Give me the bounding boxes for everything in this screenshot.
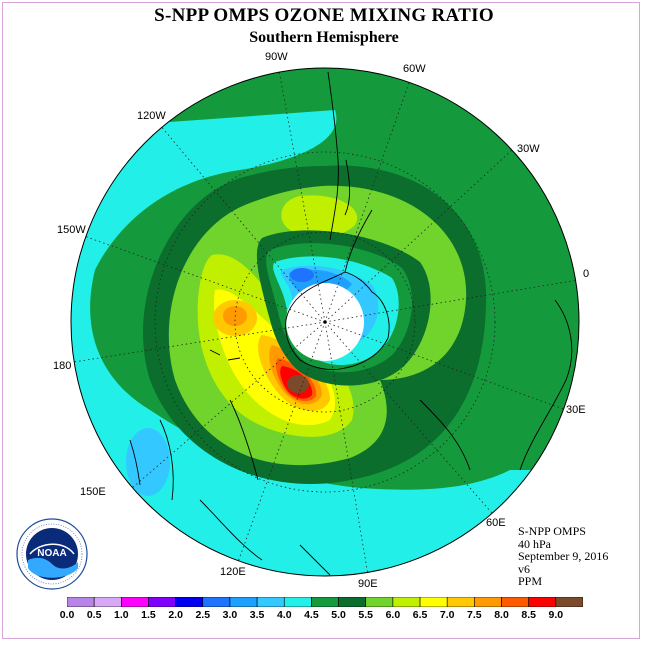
noaa-logo-text: NOAA (37, 548, 66, 559)
lon-label-30w: 30W (517, 143, 540, 155)
colorbar-swatch (148, 597, 176, 607)
colorbar-tick-label: 4.0 (276, 609, 292, 621)
lon-label-90w: 90W (265, 51, 288, 63)
colorbar-tick-label: 1.5 (141, 609, 156, 621)
coastlines (129, 71, 573, 576)
colorbar-swatch (229, 597, 258, 607)
colorbar-tick-label: 0.5 (86, 609, 102, 621)
colorbar-tick-label: 7.0 (439, 609, 455, 621)
colorbar-swatch (392, 597, 421, 607)
colorbar-swatch (202, 597, 231, 607)
colorbar-swatch (175, 597, 204, 607)
info-block: S-NPP OMPS 40 hPa September 9, 2016 v6 P… (518, 525, 608, 588)
info-units: PPM (518, 574, 543, 588)
colorbar-swatch (338, 597, 367, 607)
colorbar (67, 597, 583, 607)
colorbar-swatch (67, 597, 95, 607)
colorbar-tick-label: 9.0 (548, 609, 564, 621)
colorbar-swatch (555, 597, 583, 607)
colorbar-tick-label: 5.5 (358, 609, 374, 621)
colorbar-tick-label: 4.5 (304, 609, 319, 621)
vortex-2-5 (290, 268, 314, 282)
lon-label-120w: 120W (137, 110, 166, 122)
colorbar-tick-label: 8.5 (521, 609, 536, 621)
figure-border (2, 2, 640, 639)
colorbar-swatch (528, 597, 557, 607)
graticule (73, 69, 579, 576)
colorbar-tick-label: 6.5 (412, 609, 428, 621)
colorbar-swatch (256, 597, 285, 607)
colorbar-swatch (446, 597, 475, 607)
lon-label-150w: 150W (57, 224, 86, 236)
map-outline (70, 67, 580, 577)
lon-label-150e: 150E (80, 486, 106, 498)
colorbar-tick-label: 2.5 (195, 609, 211, 621)
lon-label-60e: 60E (486, 517, 506, 529)
colorbar-tick-label: 3.0 (222, 609, 238, 621)
noaa-logo: NOAA (16, 518, 88, 590)
figure-title: S-NPP OMPS OZONE MIXING RATIO (154, 5, 494, 26)
colorbar-tick-label: 3.5 (249, 609, 265, 621)
lon-label-30e: 30E (566, 404, 586, 416)
colorbar-tick-label: 0.0 (59, 609, 75, 621)
colorbar-swatch (365, 597, 394, 607)
field-6-0b (281, 195, 358, 237)
field-3-5 (126, 428, 170, 496)
colorbar-swatch (474, 597, 502, 607)
south-pole-dot (323, 320, 327, 324)
field-9-0 (287, 375, 309, 393)
lon-label-60w: 60W (403, 63, 426, 75)
info-instrument: S-NPP OMPS (518, 524, 586, 538)
info-date: September 9, 2016 (518, 549, 609, 563)
figure-subtitle: Southern Hemisphere (249, 29, 399, 46)
colorbar-swatch (283, 597, 312, 607)
lon-label-90e: 90E (358, 578, 378, 590)
colorbar-tick-label: 7.5 (467, 609, 482, 621)
colorbar-swatch (419, 597, 448, 607)
lon-label-0: 0 (583, 268, 590, 280)
field-4-0 (71, 110, 579, 576)
colorbar-swatch (93, 597, 122, 607)
lon-label-120e: 120E (220, 566, 246, 578)
colorbar-tick-label: 8.0 (494, 609, 509, 621)
info-level: 40 hPa (518, 536, 551, 551)
colorbar-swatch (501, 597, 529, 607)
colorbar-tick-label: 1.0 (114, 609, 129, 621)
colorbar-swatch (311, 597, 339, 607)
colorbar-tick-label: 2.0 (168, 609, 183, 621)
colorbar-tick-label: 6.0 (385, 609, 401, 621)
colorbar-swatch (121, 597, 149, 607)
lon-label-180: 180 (53, 360, 72, 372)
info-version: v6 (518, 561, 530, 576)
colorbar-tick-label: 5.0 (331, 609, 346, 621)
